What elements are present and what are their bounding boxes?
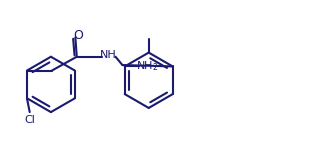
Text: O: O	[73, 29, 83, 42]
Text: NH$_2$: NH$_2$	[136, 60, 158, 73]
Text: NH: NH	[100, 50, 117, 60]
Text: Cl: Cl	[24, 115, 35, 125]
